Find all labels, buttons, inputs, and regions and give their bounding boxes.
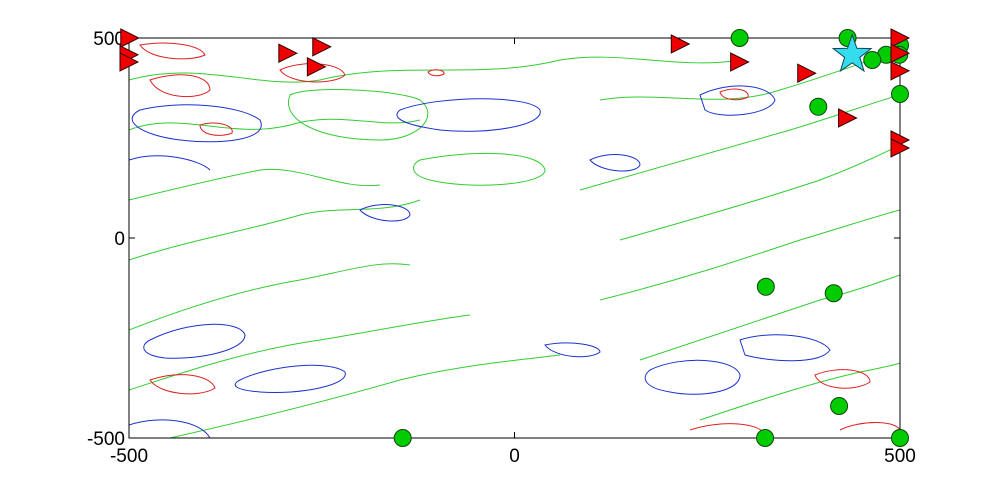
triangle-marker (797, 63, 817, 84)
triangle-marker (890, 43, 911, 64)
triangle-marker (120, 28, 140, 48)
circle-marker (730, 29, 749, 47)
circle-marker (891, 429, 909, 447)
y-tick-label: -500 (87, 429, 125, 450)
triangle-marker (119, 52, 140, 72)
x-tick-label: -500 (110, 446, 148, 467)
circle-marker (830, 397, 849, 415)
triangle-marker (890, 28, 911, 48)
circle-marker (891, 85, 909, 103)
x-tick-label: 500 (884, 446, 916, 467)
circle-marker (809, 97, 828, 116)
y-tick-label: 500 (93, 29, 125, 50)
triangle-marker (670, 34, 691, 54)
triangle-marker (730, 52, 750, 72)
x-tick-label: 0 (509, 446, 520, 467)
triangle-marker (838, 108, 858, 128)
triangle-marker (312, 36, 332, 57)
circle-marker (756, 277, 775, 296)
star-marker (831, 33, 873, 73)
circle-marker (824, 284, 843, 303)
circle-marker (393, 429, 412, 447)
circle-marker (756, 429, 775, 447)
triangle-marker (306, 56, 327, 77)
circle-marker (863, 51, 882, 69)
y-tick-label: 0 (114, 229, 125, 250)
triangle-marker (278, 43, 298, 64)
triangle-marker (890, 60, 911, 81)
contours (129, 42, 900, 438)
triangle-marker (890, 138, 911, 158)
